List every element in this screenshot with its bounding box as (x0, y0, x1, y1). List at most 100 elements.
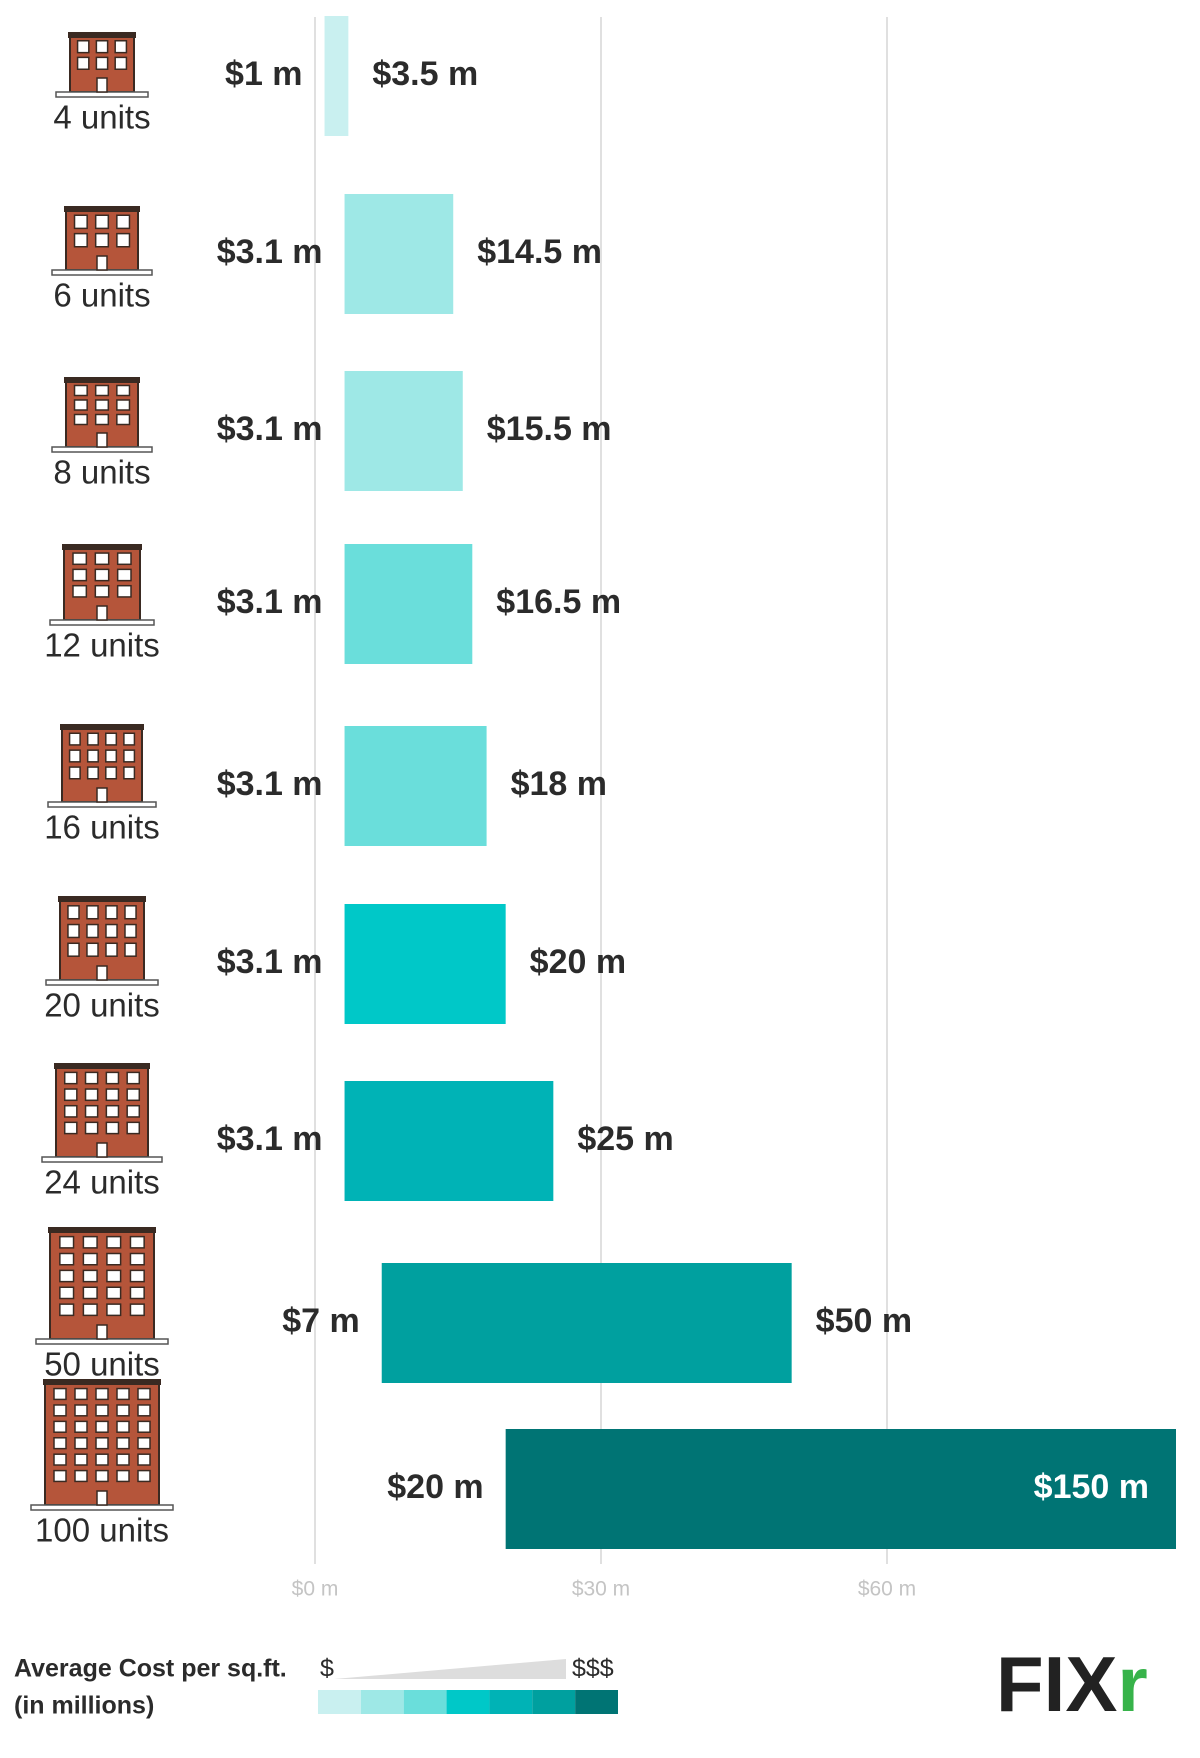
building-window (116, 1387, 130, 1401)
building-window (74, 1420, 88, 1433)
building-window (95, 1437, 109, 1450)
bar (344, 1081, 554, 1201)
building-window (76, 56, 90, 70)
building-window (82, 1303, 98, 1317)
building-window (74, 1453, 88, 1466)
legend-swatch (318, 1690, 361, 1714)
building-window (105, 1121, 120, 1135)
building-window (105, 1088, 120, 1102)
building-window (126, 1071, 141, 1085)
building-window (53, 1469, 67, 1483)
building-window (95, 1469, 109, 1483)
building-window (86, 732, 99, 746)
building-window (116, 384, 131, 397)
building-window (123, 766, 136, 780)
building-window (59, 1303, 75, 1317)
building-window (105, 1071, 120, 1085)
building-window (68, 766, 81, 780)
high-label: $25 m (577, 1120, 673, 1158)
building-window (95, 1420, 109, 1433)
building-window (116, 1453, 130, 1466)
building-roof (64, 377, 140, 383)
building-icon (30, 1379, 174, 1511)
building-window (94, 552, 110, 566)
bar (381, 1263, 792, 1383)
x-tick-label: $30 m (572, 1578, 630, 1601)
building-window (94, 214, 110, 230)
high-label: $18 m (511, 765, 607, 803)
legend-swatch (446, 1690, 490, 1714)
building-door (96, 77, 108, 93)
building-icon (41, 1063, 163, 1163)
low-label: $3.1 m (217, 410, 323, 448)
low-label: $20 m (387, 1468, 483, 1506)
legend-swatch (360, 1690, 404, 1714)
building-window (123, 749, 136, 763)
x-tick-label: $60 m (858, 1578, 916, 1601)
legend-wedge (334, 1659, 566, 1679)
building-window (116, 1437, 130, 1450)
building-icon (45, 896, 159, 986)
building-wall (49, 1230, 155, 1340)
building-roof (43, 1379, 161, 1385)
building-window (129, 1252, 145, 1266)
building-window (82, 1286, 98, 1300)
building-door (96, 787, 108, 803)
building-window (116, 214, 131, 230)
building-window (124, 905, 137, 920)
building-window (116, 232, 131, 248)
building-window (137, 1453, 151, 1466)
building-window (74, 1387, 88, 1401)
building-window (116, 1404, 130, 1417)
building-roof (54, 1063, 150, 1069)
building-window (53, 1404, 67, 1417)
high-label: $50 m (816, 1302, 912, 1340)
building-window (63, 1071, 78, 1085)
building-window (105, 923, 118, 939)
logo: FIXr (996, 1640, 1148, 1728)
building-window (53, 1437, 67, 1450)
category-label: 50 units (44, 1346, 160, 1383)
building-window (129, 1269, 145, 1283)
building-window (74, 1437, 88, 1450)
building-window (63, 1088, 78, 1102)
building-window (114, 40, 128, 54)
building-window (105, 749, 118, 763)
building-window (73, 413, 88, 426)
building-window (106, 1286, 122, 1300)
building-window (124, 942, 137, 957)
building-door (96, 605, 108, 621)
bar (344, 904, 506, 1024)
building-window (63, 1121, 78, 1135)
building-window (116, 399, 131, 411)
legend-low: $ (320, 1655, 334, 1683)
bar (324, 16, 349, 136)
building-window (137, 1387, 151, 1401)
building-window (94, 232, 110, 248)
category-label: 6 units (53, 277, 150, 314)
building-icon (35, 1227, 169, 1345)
building-door (96, 1324, 108, 1340)
low-label: $3.1 m (217, 233, 323, 271)
building-window (116, 413, 131, 426)
building-roof (68, 32, 136, 38)
building-window (123, 732, 136, 746)
building-window (94, 568, 110, 582)
building-window (94, 413, 110, 426)
legend-title: Average Cost per sq.ft. (14, 1655, 287, 1683)
legend-swatch (575, 1690, 618, 1714)
high-label: $150 m (1034, 1468, 1149, 1506)
building-roof (58, 896, 146, 902)
building-icon (51, 206, 153, 276)
building-window (53, 1420, 67, 1433)
category-label: 24 units (44, 1164, 160, 1201)
building-window (59, 1252, 75, 1266)
building-window (105, 732, 118, 746)
bar (505, 1429, 1176, 1549)
category-label: 20 units (44, 987, 160, 1024)
building-window (59, 1235, 75, 1249)
building-window (84, 1088, 99, 1102)
building-window (95, 1387, 109, 1401)
building-window (116, 1420, 130, 1433)
high-label: $15.5 m (487, 410, 612, 448)
